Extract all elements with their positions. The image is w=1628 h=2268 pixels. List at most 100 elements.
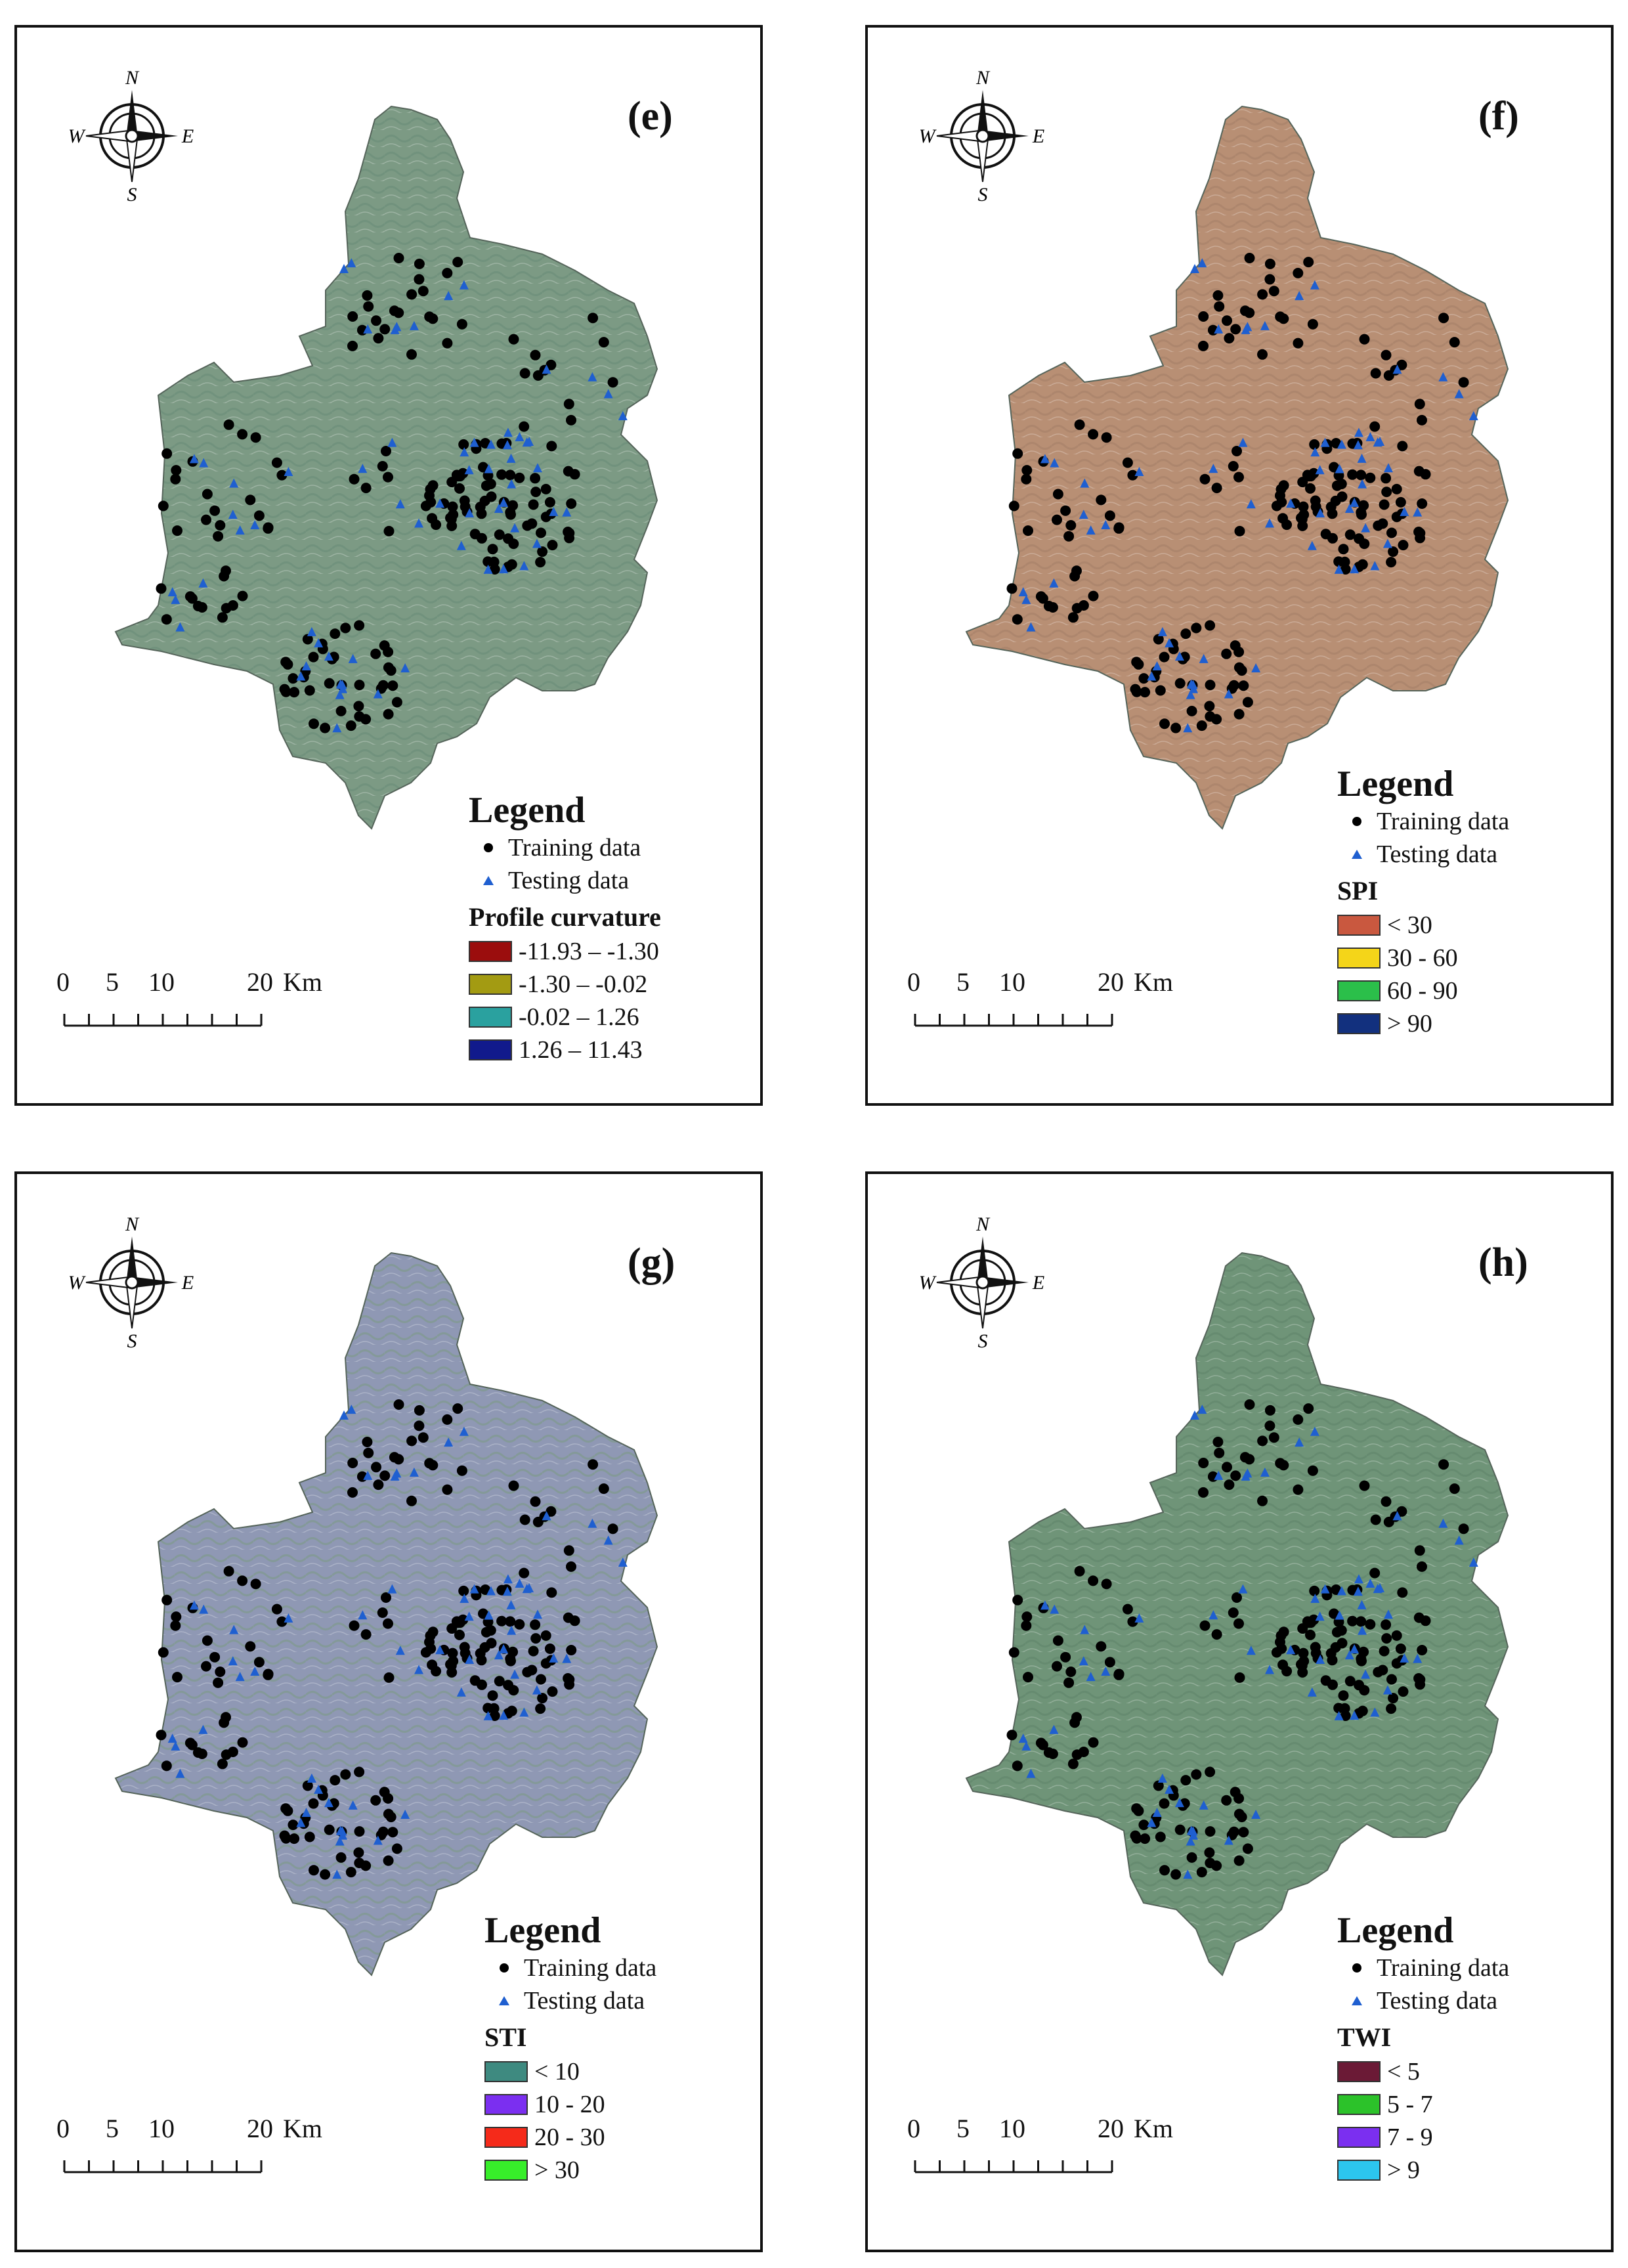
testing-point: [1337, 1586, 1346, 1596]
testing-point: [1147, 1818, 1157, 1827]
factor-title: TWI: [1337, 2022, 1392, 2052]
training-point: [1211, 1629, 1222, 1640]
training-point: [1327, 508, 1338, 519]
training-point: [1232, 446, 1242, 456]
scale-tick-label: 20: [1098, 2114, 1124, 2143]
testing-point: [1238, 1584, 1248, 1594]
training-point: [383, 1855, 394, 1866]
training-point: [215, 1667, 226, 1677]
training-point: [186, 593, 198, 604]
training-point: [1365, 472, 1376, 483]
training-point: [1397, 1587, 1408, 1598]
testing-point: [522, 437, 532, 447]
testing-point: [1190, 1410, 1200, 1420]
training-point: [1211, 483, 1222, 494]
training-point: [362, 1437, 373, 1447]
training-point: [161, 1760, 172, 1772]
training-point: [1344, 1676, 1356, 1687]
training-point: [588, 313, 599, 324]
training-point: [537, 546, 548, 557]
legend-training-row: Training data: [1337, 805, 1509, 838]
testing-point: [484, 1610, 494, 1620]
scale-tick-label: 10: [148, 967, 175, 997]
training-point: [1199, 473, 1210, 485]
testing-point: [1018, 587, 1028, 597]
legend-testing-label: Testing data: [524, 1987, 645, 2015]
training-point: [1381, 487, 1392, 498]
testing-point: [1334, 1711, 1344, 1720]
training-point: [1138, 673, 1149, 684]
svg-text:W: W: [920, 1272, 937, 1294]
training-point: [1331, 1626, 1342, 1638]
training-point: [1298, 501, 1309, 512]
testing-point: [562, 1653, 572, 1663]
testing-point: [510, 523, 520, 533]
training-point: [1006, 583, 1018, 594]
training-point: [1414, 399, 1425, 410]
training-point: [221, 603, 232, 614]
training-point: [540, 1658, 551, 1669]
training-point: [1047, 1749, 1058, 1759]
class-swatch: [469, 974, 512, 995]
training-point: [1386, 1674, 1397, 1685]
testing-point: [347, 258, 356, 268]
testing-point: [347, 1405, 356, 1414]
training-point: [544, 1643, 555, 1654]
testing-point: [307, 1773, 316, 1783]
training-point: [202, 1635, 213, 1646]
training-point: [1381, 1633, 1392, 1644]
testing-point: [519, 1707, 529, 1717]
training-point: [1023, 525, 1033, 536]
training-point: [1356, 1616, 1367, 1627]
training-point: [158, 1647, 169, 1658]
training-point: [451, 469, 462, 481]
legend-training-row: Training data: [484, 1952, 656, 1984]
training-point: [360, 483, 372, 494]
training-point: [1458, 1523, 1469, 1535]
training-point: [425, 1643, 437, 1654]
testing-point: [1350, 1644, 1360, 1654]
training-point: [393, 253, 404, 263]
training-point: [448, 509, 459, 520]
testing-triangle-icon: [499, 1996, 509, 2005]
testing-point: [533, 463, 543, 473]
training-point: [563, 466, 574, 477]
training-point: [530, 1496, 541, 1507]
testing-point: [618, 1557, 628, 1567]
training-point: [1310, 501, 1321, 512]
training-point: [370, 1795, 381, 1806]
training-point: [1413, 466, 1424, 477]
class-label: 1.26 – 11.43: [519, 1036, 643, 1064]
training-point: [478, 462, 488, 473]
training-point: [1395, 1643, 1406, 1654]
training-point: [506, 1705, 517, 1716]
training-point: [1212, 290, 1224, 301]
testing-point: [486, 1586, 496, 1596]
training-point: [1230, 1470, 1241, 1481]
training-point: [496, 469, 507, 480]
training-point: [345, 720, 356, 731]
training-point: [340, 1769, 351, 1780]
training-point: [427, 313, 439, 324]
training-point: [1131, 1803, 1142, 1814]
testing-point: [483, 564, 493, 574]
training-point: [503, 533, 514, 544]
training-point: [1264, 258, 1275, 269]
training-point: [1417, 1561, 1427, 1572]
testing-point: [506, 453, 516, 463]
training-point: [1244, 253, 1255, 263]
svg-text:S: S: [127, 184, 137, 205]
training-point: [452, 257, 463, 268]
class-label: 60 - 90: [1387, 977, 1458, 1005]
training-point: [530, 349, 541, 360]
training-point: [371, 315, 381, 326]
training-point: [335, 1852, 347, 1863]
training-point: [363, 1447, 374, 1458]
training-point: [566, 498, 577, 509]
scale-tick-label: 20: [1098, 967, 1124, 997]
map-canvas-e: [114, 105, 658, 830]
training-point: [373, 333, 384, 344]
testing-point: [1384, 1609, 1394, 1619]
training-point: [1101, 1579, 1112, 1590]
training-point: [1008, 500, 1019, 512]
